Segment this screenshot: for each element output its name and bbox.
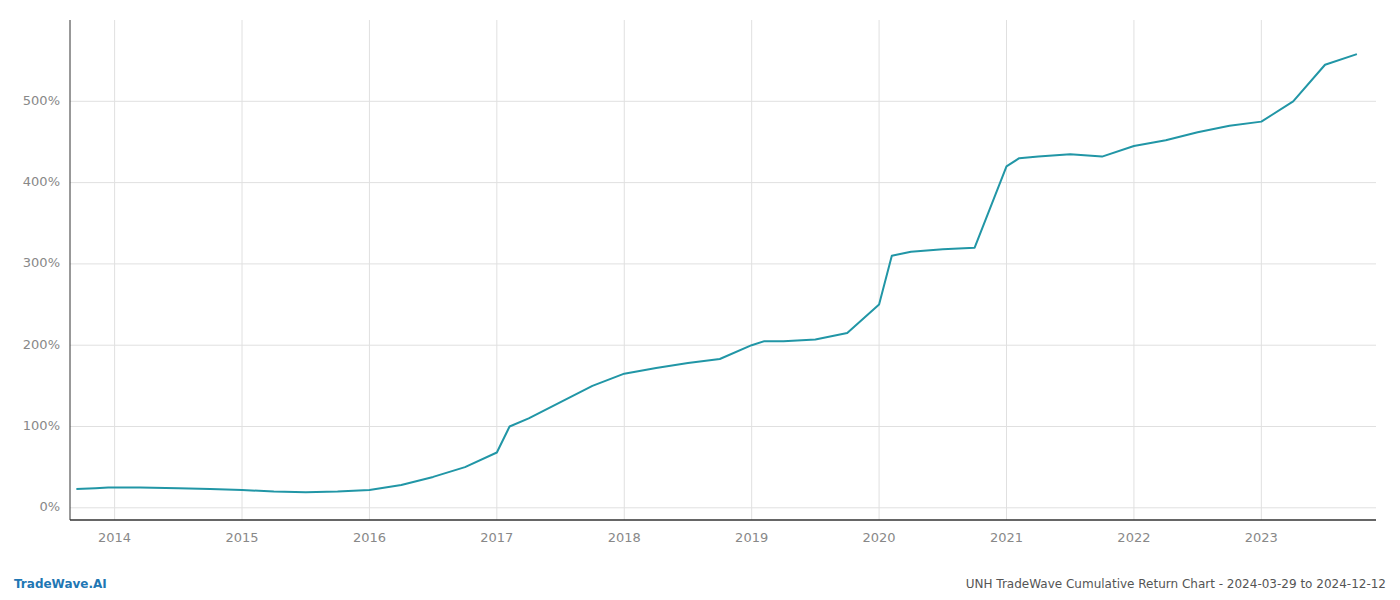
- grid-line: [242, 20, 243, 520]
- grid-line: [751, 20, 752, 520]
- grid-line: [70, 182, 1376, 183]
- tick-label: 2023: [1245, 530, 1278, 545]
- y-axis: [70, 20, 71, 520]
- tick-label: 2016: [353, 530, 386, 545]
- data-line: [76, 54, 1357, 492]
- tick-label: 2017: [480, 530, 513, 545]
- grid-line: [70, 426, 1376, 427]
- grid-line: [496, 20, 497, 520]
- plot-area: [76, 54, 1357, 492]
- tick-label: 200%: [23, 337, 60, 352]
- grid-line: [70, 263, 1376, 264]
- footer-left: TradeWave.AI: [14, 577, 107, 591]
- tick-label: 100%: [23, 418, 60, 433]
- tick-label: 2020: [863, 530, 896, 545]
- grid-line: [70, 101, 1376, 102]
- grid-line: [879, 20, 880, 520]
- x-axis: [70, 519, 1376, 521]
- grid-line: [70, 345, 1376, 346]
- tick-label: 2019: [735, 530, 768, 545]
- tick-label: 2015: [225, 530, 258, 545]
- tick-label: 2018: [608, 530, 641, 545]
- tick-label: 2014: [98, 530, 131, 545]
- tick-label: 2022: [1117, 530, 1150, 545]
- tick-label: 300%: [23, 255, 60, 270]
- grid-line: [70, 507, 1376, 508]
- grid-line: [1261, 20, 1262, 520]
- tick-label: 2021: [990, 530, 1023, 545]
- grid-line: [624, 20, 625, 520]
- grid-line: [369, 20, 370, 520]
- tick-label: 0%: [39, 499, 60, 514]
- grid: [70, 20, 1376, 520]
- background: [0, 0, 1400, 600]
- tick-labels: 0% 100% 200% 300% 400% 500% 2014 2015 2016 2017 20…: [23, 93, 1278, 545]
- chart: 0% 100% 200% 300% 400% 500% 2014 2015 2016 2017 20…: [0, 0, 1400, 600]
- tick-label: 400%: [23, 174, 60, 189]
- grid-line: [1006, 20, 1007, 520]
- tick-label: 500%: [23, 93, 60, 108]
- grid-line: [1133, 20, 1134, 520]
- grid-line: [114, 20, 115, 520]
- footer-right: UNH TradeWave Cumulative Return Chart - …: [966, 577, 1386, 591]
